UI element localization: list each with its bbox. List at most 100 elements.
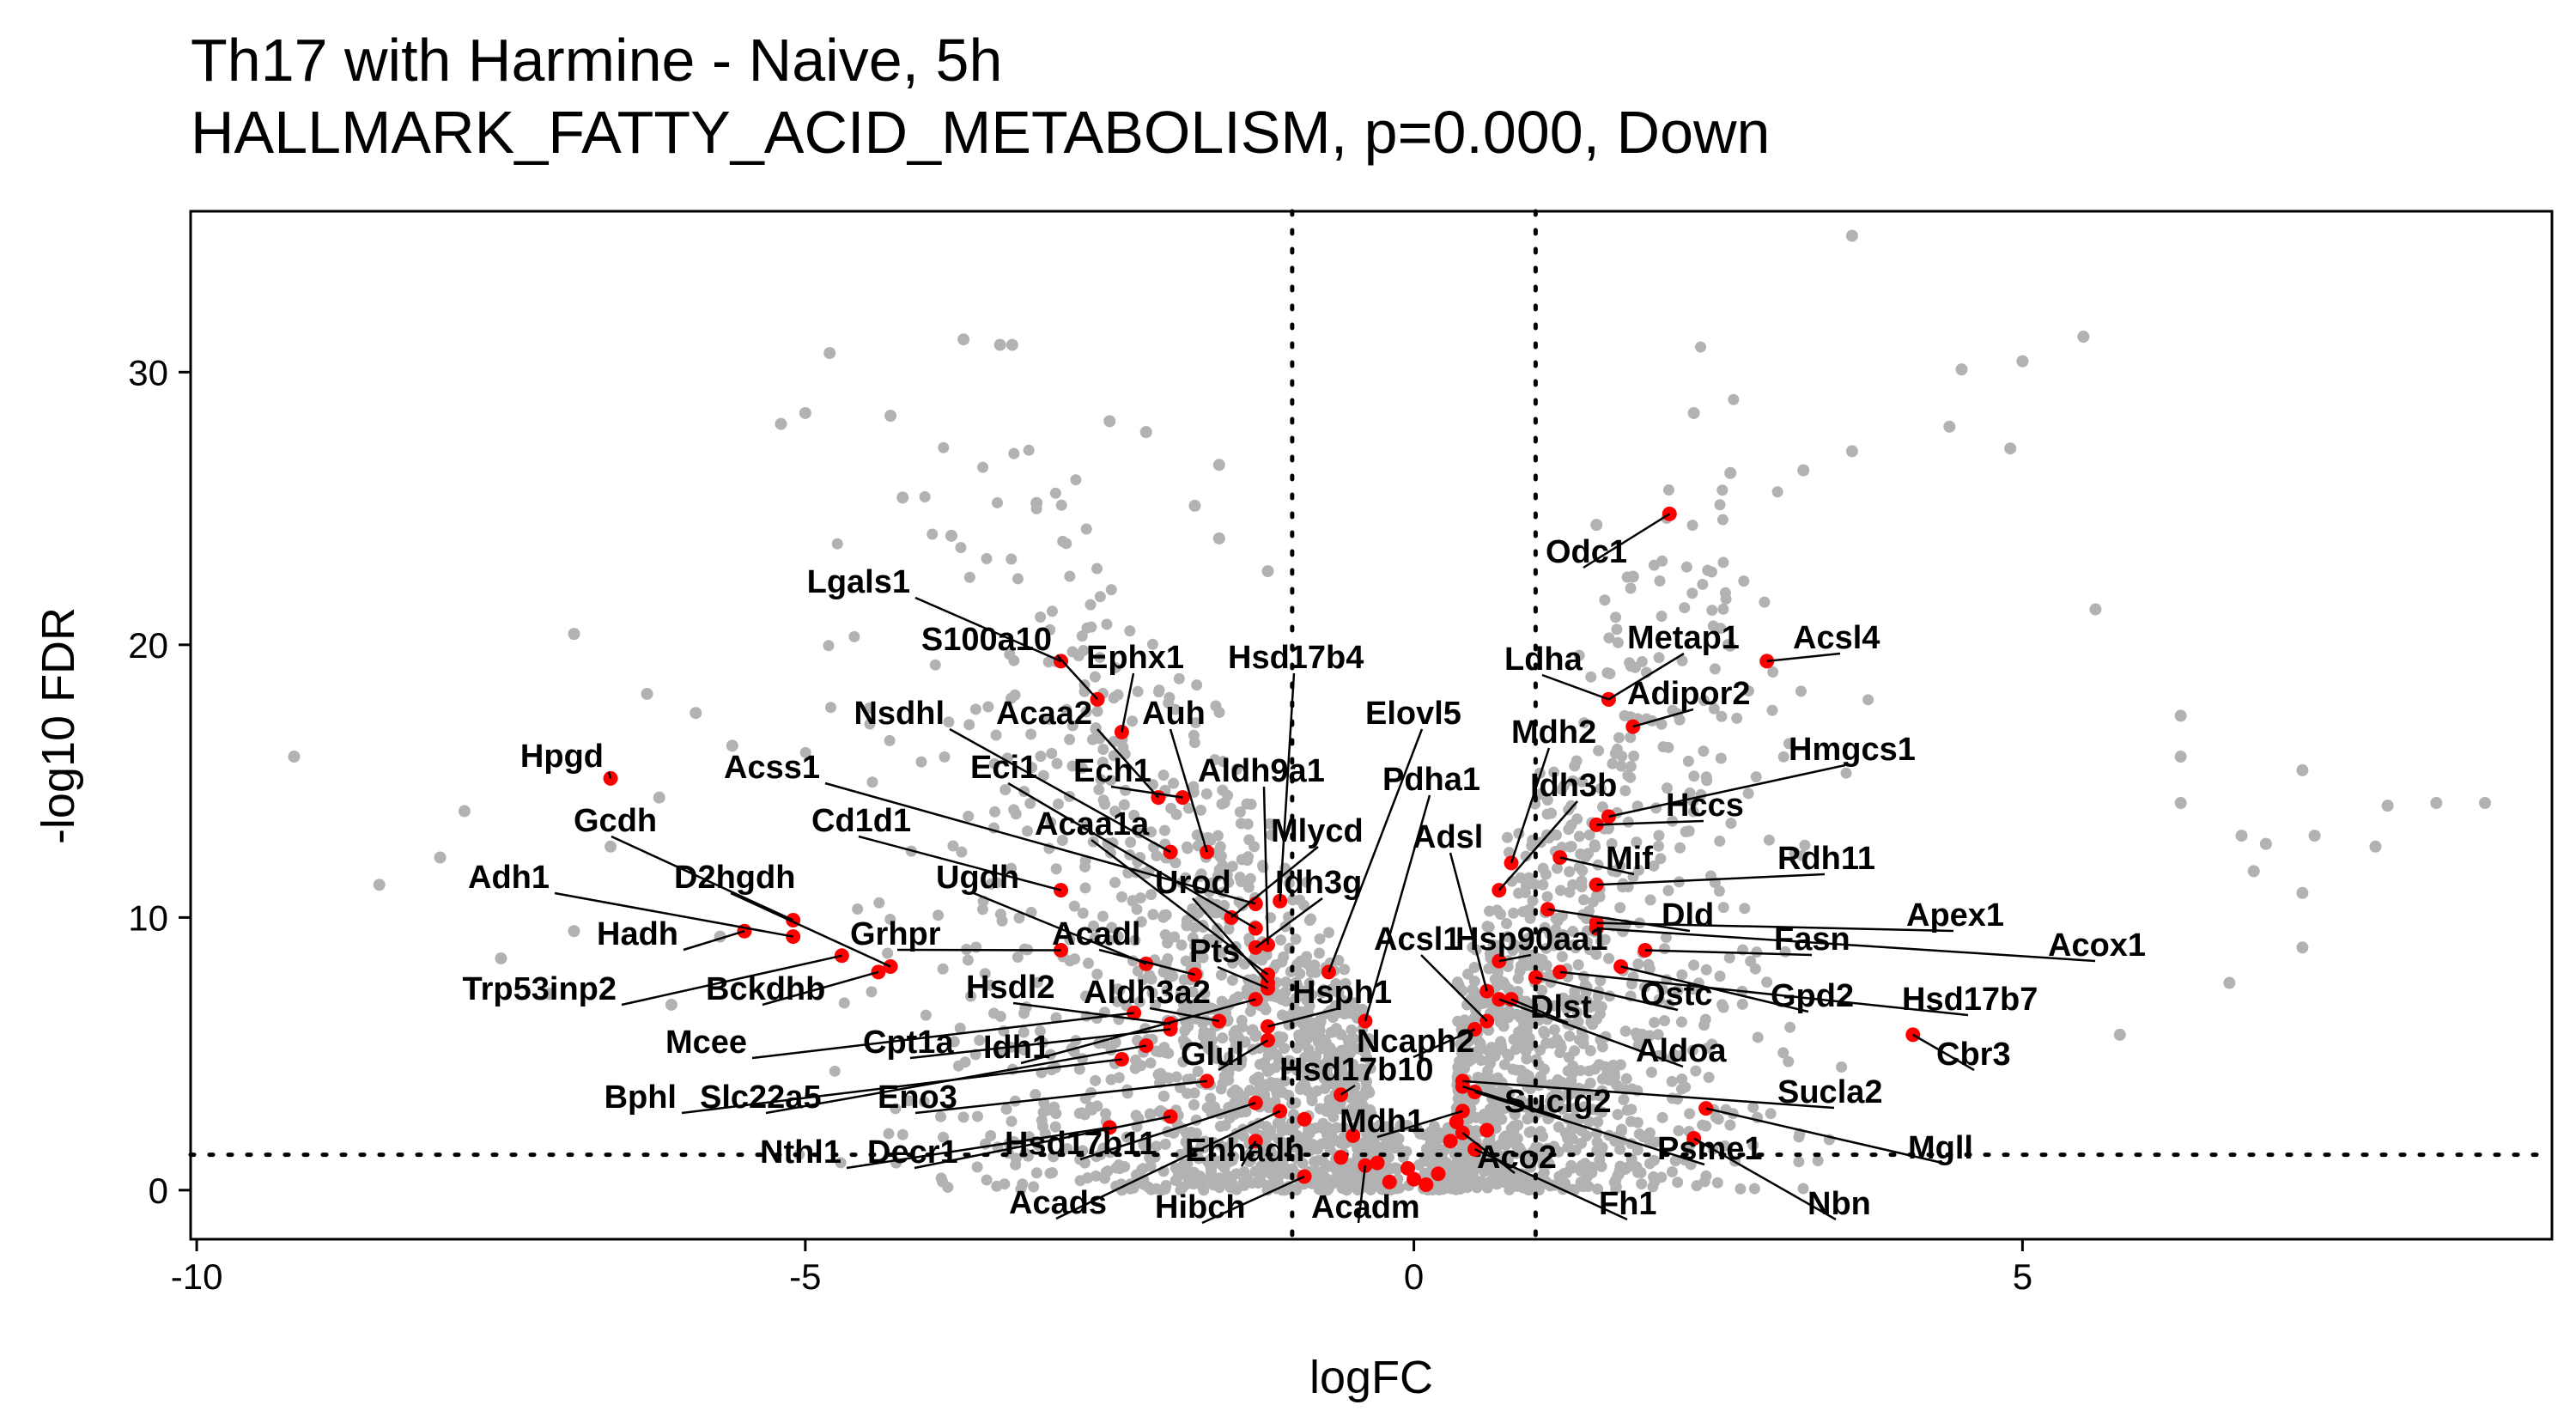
background-gene-point [1573, 830, 1585, 842]
gene-label-leader [914, 596, 1062, 663]
background-gene-point [1455, 1024, 1467, 1036]
background-gene-point [1563, 1051, 1575, 1063]
background-gene-point [1236, 876, 1248, 888]
background-gene-point [2174, 751, 2187, 763]
gene-labels: Lgals1 S100a10 Ephx1 Hsd17b4 Nsdhl Acaa2 Auh El… [463, 513, 2146, 1225]
background-gene-point [1246, 1025, 1258, 1037]
gene-label: Acaa2 [996, 696, 1092, 732]
background-gene-point [1470, 1111, 1482, 1123]
background-gene-point [1048, 1151, 1060, 1163]
background-gene-point [1180, 1136, 1192, 1148]
background-gene-point [1296, 1061, 1308, 1073]
background-gene-point [1845, 229, 1858, 242]
background-gene-point [1188, 499, 1201, 512]
background-gene-point [1656, 610, 1668, 622]
background-gene-point [1226, 861, 1238, 873]
background-gene-point [1759, 596, 1771, 608]
background-gene-point [1722, 639, 1734, 651]
background-gene-point [1312, 1155, 1324, 1167]
gene-label-leader [1596, 921, 1954, 933]
gene-label: Hsd17b7 [1902, 982, 2038, 1018]
background-gene-point [1490, 1177, 1502, 1189]
gene-label-leader [1079, 1102, 1256, 1161]
gene-label-leader [1240, 1140, 1257, 1167]
background-gene-point [1565, 800, 1577, 812]
background-gene-point [1425, 1126, 1437, 1138]
background-gene-point [1261, 565, 1274, 578]
background-gene-point [1332, 1171, 1344, 1183]
background-gene-point [1504, 1183, 1516, 1195]
background-gene-point [1610, 611, 1622, 623]
background-gene-point [1492, 1086, 1504, 1098]
background-gene-point [1583, 1116, 1595, 1128]
background-gene-point [1180, 1127, 1192, 1139]
background-gene-point [1226, 957, 1238, 969]
background-gene-point [1655, 853, 1667, 865]
gene-label: Aldoa [1636, 1033, 1727, 1069]
background-gene-point [1091, 968, 1103, 980]
gene-label-leader [1413, 1028, 1476, 1059]
background-gene-point [1697, 1119, 1709, 1131]
background-gene-point [1194, 804, 1206, 816]
background-gene-point [1181, 841, 1193, 853]
gene-label-leader [683, 930, 745, 952]
background-gene-point [1070, 474, 1082, 486]
background-gene-point [985, 1130, 997, 1142]
background-gene-point [1128, 809, 1140, 821]
background-gene-point [1420, 1143, 1432, 1155]
background-gene-point [1666, 1075, 1678, 1087]
background-gene-point [1146, 987, 1158, 999]
background-gene-point [1076, 630, 1088, 642]
gene-label-leader [914, 1079, 1207, 1115]
background-gene-point [1703, 1071, 1715, 1083]
background-gene-point [1700, 964, 1712, 976]
chart-title: Th17 with Harmine - Naive, 5h HALLMARK_F… [191, 24, 1770, 168]
background-gene-point [974, 1034, 986, 1046]
background-gene-point [1599, 594, 1611, 606]
gene-label-leader [1020, 998, 1256, 1065]
background-gene-point [1152, 686, 1164, 698]
background-gene-point [1234, 806, 1246, 818]
gene-label-leader [1110, 785, 1183, 799]
background-gene-point [863, 702, 875, 715]
gene-label: Aldh3a2 [1084, 975, 1211, 1011]
background-gene-point [2296, 941, 2309, 954]
background-gene-point [1614, 902, 1626, 914]
background-gene-point [1190, 1128, 1202, 1140]
background-gene-point [1777, 751, 1789, 763]
background-gene-point [1585, 1166, 1597, 1178]
gene-label-leader [1217, 965, 1268, 990]
background-gene-point [1026, 762, 1038, 774]
background-gene-point [1348, 1032, 1360, 1044]
background-gene-point [1537, 1159, 1549, 1171]
background-gene-point [1572, 1016, 1584, 1028]
background-gene-point [1346, 1103, 1358, 1115]
background-gene-point [1051, 757, 1063, 769]
background-gene-point [1484, 948, 1496, 960]
background-gene-point [1508, 907, 1520, 919]
gene-label-leader [611, 835, 794, 921]
background-gene-point [1230, 763, 1242, 775]
background-gene-point [1607, 757, 1619, 769]
background-gene-point [1097, 910, 1109, 922]
gene-label: Ncaph2 [1357, 1024, 1474, 1060]
background-gene-point [824, 702, 836, 714]
gene-label: Hpgd [520, 739, 604, 775]
background-gene-point [1686, 520, 1698, 532]
background-gene-point [1622, 769, 1634, 781]
background-gene-point [884, 734, 896, 746]
background-gene-point [1045, 817, 1057, 829]
gene-label-leader [1559, 970, 1969, 1017]
background-gene-point [1736, 998, 1748, 1010]
background-gene-point [1684, 787, 1696, 799]
background-gene-point [1797, 464, 1810, 477]
background-gene-point [1530, 996, 1542, 1008]
gene-label: Apex1 [1906, 897, 2004, 934]
background-gene-point [1682, 755, 1694, 767]
background-gene-point [1656, 1111, 1668, 1123]
background-gene-point [1603, 952, 1615, 964]
background-gene-point [1068, 900, 1080, 912]
gene-label: Bphl [605, 1079, 677, 1116]
background-gene-point [1445, 1183, 1457, 1195]
gene-label-leader [858, 835, 1061, 891]
